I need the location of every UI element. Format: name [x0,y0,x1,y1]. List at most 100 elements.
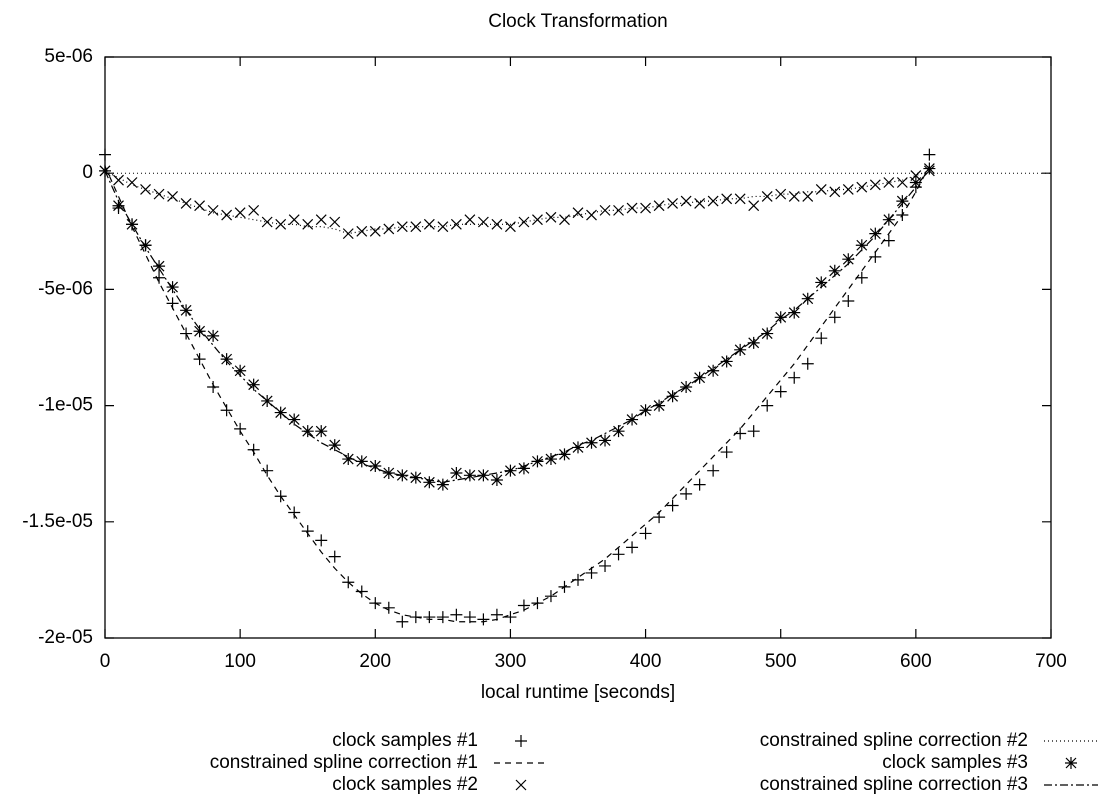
sample-point [612,548,625,561]
sample-point [423,218,435,230]
legend-key [515,735,527,747]
sample-point [599,434,612,447]
sample-point [247,443,260,456]
sample-point [220,353,233,366]
legend-key [515,779,527,791]
sample-point [450,466,463,479]
sample-point [761,327,774,340]
sample-point [153,260,166,273]
x-axis-label: local runtime [seconds] [481,682,675,703]
sample-point [369,225,381,237]
sample-point [666,390,679,403]
sample-point [585,436,598,449]
sample-point [248,204,260,216]
sample-point [855,271,868,284]
sample-point [436,611,449,624]
sample-point [653,200,665,212]
sample-point [748,200,760,212]
sample-point [328,550,341,563]
sample-point [477,613,490,626]
sample-point [355,585,368,598]
sample-point [586,209,597,221]
y-tick-label: -1.5e-05 [22,511,93,532]
sample-point [383,223,395,235]
sample-point [693,371,706,384]
sample-point [207,329,220,342]
sample-point [869,227,882,240]
legend-label: clock samples #3 [882,752,1028,773]
sample-point [491,218,503,230]
sample-point [99,148,111,161]
sample-point [639,527,652,540]
legend-label: constrained spline correction #1 [210,752,478,773]
sample-point [505,221,516,233]
sample-point [828,311,841,324]
spline-line [104,165,930,623]
sample-point [220,404,233,417]
spline-line [104,170,930,235]
sample-point [545,211,557,223]
sample-point [464,214,476,226]
x-tick-label: 0 [100,651,111,672]
sample-point [694,197,706,209]
sample-point [247,378,260,391]
sample-point [572,207,584,219]
x-tick-label: 200 [359,651,391,672]
sample-point [410,221,422,233]
sample-point [639,404,652,417]
sample-point [855,239,868,252]
sample-point [301,525,314,538]
sample-point [896,195,909,208]
sample-point [572,441,584,454]
sample-point [653,399,666,412]
x-tick-label: 500 [765,651,797,672]
sample-point [355,455,368,468]
sample-point [450,218,462,230]
sample-point [112,199,125,212]
sample-point [356,225,368,237]
sample-point [599,559,612,572]
sample-point [288,413,301,426]
sample-point [721,193,733,205]
chart-title: Clock Transformation [488,11,668,32]
sample-point [680,381,693,394]
sample-point [139,239,152,252]
sample-point [207,381,220,394]
sample-point [761,191,773,202]
x-tick-label: 700 [1035,651,1067,672]
sample-point [666,499,679,512]
sample-point [883,177,895,188]
sample-point [193,325,206,338]
sample-point [842,253,855,266]
sample-point [828,264,841,277]
legend-label: clock samples #1 [332,730,478,751]
sample-point [801,292,814,305]
sample-point [234,364,247,377]
sample-point [490,473,503,486]
sample-point [315,214,327,226]
sample-point [477,469,490,482]
sample-point [261,464,274,477]
legend-label: constrained spline correction #2 [760,730,1028,751]
sample-point [842,295,855,308]
sample-point [788,371,801,384]
sample-point [774,385,787,398]
sample-point [693,478,706,491]
sample-point [369,460,382,473]
sample-point [788,306,801,319]
sample-point [234,422,247,435]
sample-point [194,200,206,212]
sample-point [815,276,828,289]
x-tick-label: 600 [900,651,932,672]
sample-point [423,476,436,489]
sample-point [328,439,341,452]
sample-point [882,234,895,247]
sample-point [518,216,530,228]
sample-point [396,615,409,628]
sample-point [113,174,124,186]
sample-point [680,195,692,207]
sample-point [613,204,624,216]
y-tick-label: 5e-06 [44,46,93,67]
sample-point [180,327,193,340]
sample-point [923,148,936,161]
